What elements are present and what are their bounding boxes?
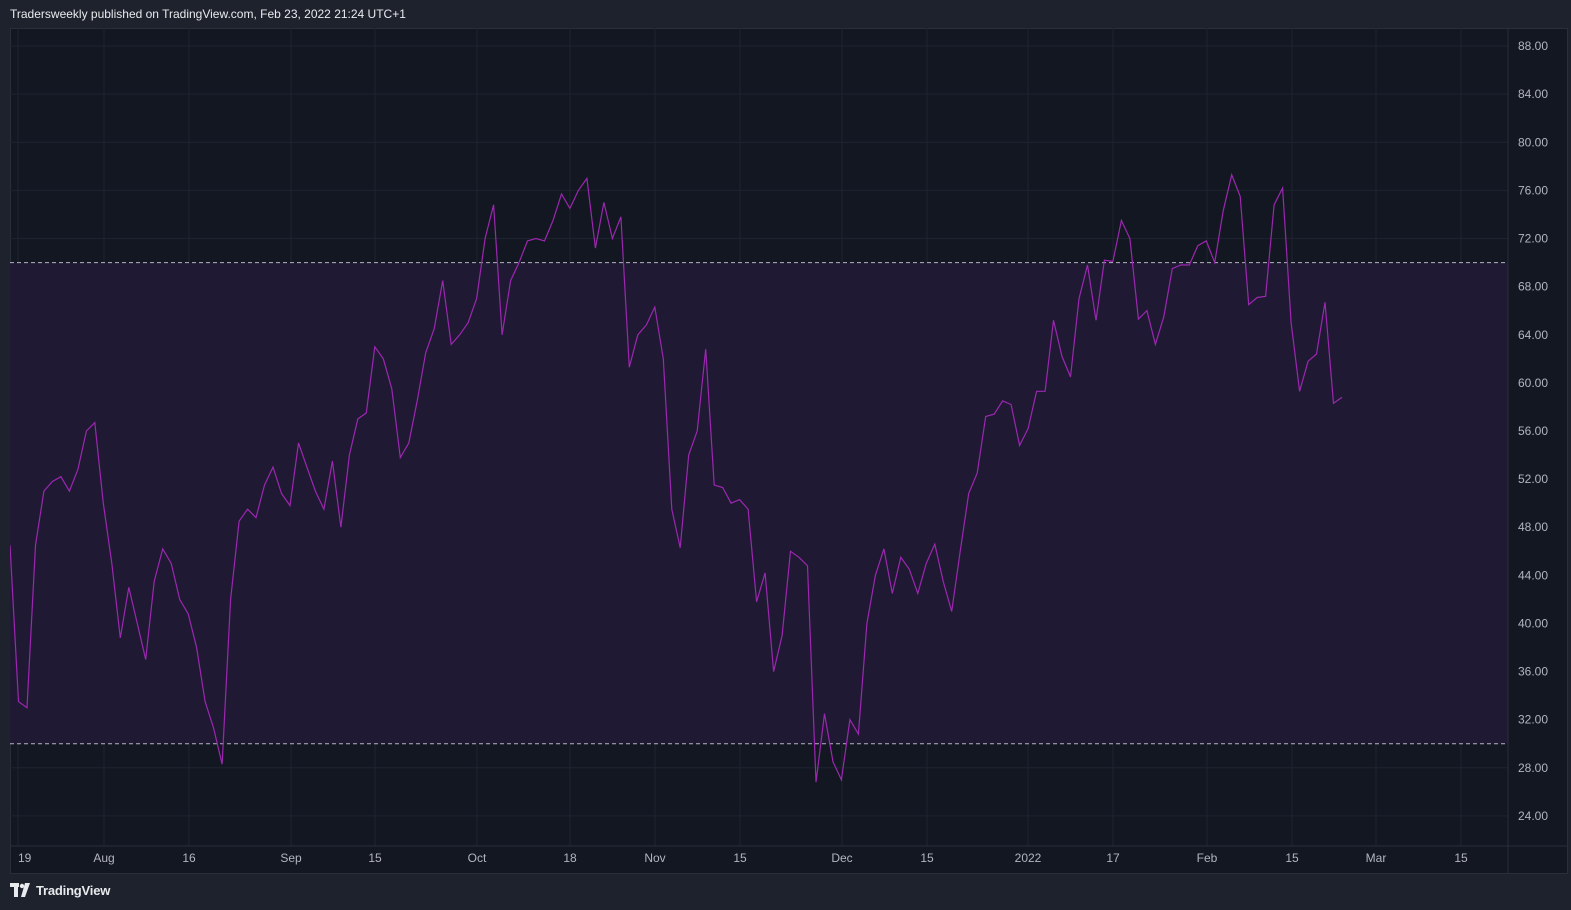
footer [0, 874, 1571, 910]
x-tick-label: Sep [280, 851, 302, 865]
x-tick-label: Oct [468, 851, 487, 865]
y-tick-label: 56.00 [1518, 424, 1548, 438]
y-tick-label: 60.00 [1518, 376, 1548, 390]
y-tick-label: 64.00 [1518, 328, 1548, 342]
x-tick-label: 2022 [1015, 851, 1042, 865]
x-tick-label: Aug [93, 851, 114, 865]
y-tick-label: 36.00 [1518, 665, 1548, 679]
y-tick-label: 76.00 [1518, 183, 1548, 197]
time-axis[interactable]: 19 Aug 16 Sep 15 Oct 18 Nov 15 Dec 15 2022 17 Feb 15 Ma… [18, 851, 1468, 865]
x-tick-label: 16 [182, 851, 196, 865]
tradingview-logo[interactable]: TradingView [10, 882, 110, 898]
y-tick-label: 88.00 [1518, 39, 1548, 53]
x-tick-label: 18 [563, 851, 577, 865]
tradingview-logo-text: TradingView [36, 882, 111, 898]
publish-header: Tradersweekly published on TradingView.c… [0, 0, 1571, 28]
y-tick-label: 32.00 [1518, 713, 1548, 727]
x-tick-label: 15 [1285, 851, 1299, 865]
tradingview-logo-icon [10, 883, 30, 897]
y-tick-label: 72.00 [1518, 232, 1548, 246]
x-tick-label: 19 [18, 851, 32, 865]
x-tick-label: 15 [733, 851, 747, 865]
band-fill [10, 262, 1508, 744]
series-line [10, 172, 1343, 783]
x-tick-label: 17 [1106, 851, 1120, 865]
y-tick-label: 24.00 [1518, 809, 1548, 823]
x-tick-label: Mar [1366, 851, 1387, 865]
publish-info-text: Tradersweekly published on TradingView.c… [10, 7, 406, 21]
x-tick-label: 15 [920, 851, 934, 865]
x-tick-label: Dec [831, 851, 852, 865]
x-tick-label: Nov [644, 851, 665, 865]
y-tick-label: 40.00 [1518, 616, 1548, 630]
y-tick-label: 48.00 [1518, 520, 1548, 534]
y-tick-label: 28.00 [1518, 761, 1548, 775]
x-tick-label: 15 [368, 851, 382, 865]
y-tick-label: 68.00 [1518, 280, 1548, 294]
x-tick-label: Feb [1197, 851, 1218, 865]
y-tick-label: 80.00 [1518, 135, 1548, 149]
rsi-chart[interactable]: 88.00 84.00 80.00 76.00 72.00 68.00 64.00 60.00… [10, 28, 1568, 874]
y-tick-label: 44.00 [1518, 568, 1548, 582]
x-tick-label: 15 [1454, 851, 1468, 865]
price-axis[interactable]: 88.00 84.00 80.00 76.00 72.00 68.00 64.00 60.00… [1518, 39, 1548, 823]
y-tick-label: 52.00 [1518, 472, 1548, 486]
y-tick-label: 84.00 [1518, 87, 1548, 101]
